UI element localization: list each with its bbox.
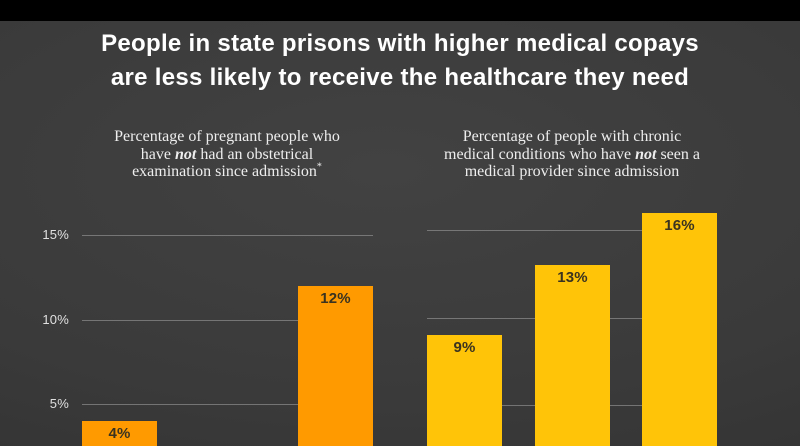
subtitle-text: seen a: [656, 145, 700, 163]
subtitle-text: Percentage of pregnant people who: [114, 128, 340, 145]
letterbox-top: [0, 0, 800, 21]
bar-value-label: 4%: [108, 425, 131, 442]
subtitle-emphasis: not: [175, 145, 197, 163]
bar-value-label: 13%: [557, 269, 588, 286]
y-axis-tick-label: 10%: [42, 312, 69, 327]
subtitle-text: medical provider since admission: [464, 163, 680, 180]
slide-title: People in state prisons with higher medi…: [0, 27, 800, 95]
chart-subtitle-line: have not had an obstetrical: [52, 146, 402, 164]
subtitle-text: had an obstetrical: [196, 145, 314, 163]
subtitle-emphasis: not: [635, 145, 657, 163]
bar: 16%: [642, 213, 717, 446]
footnote-asterisk: *: [316, 161, 322, 173]
gridline: [82, 235, 373, 236]
subtitle-text: have: [140, 145, 175, 163]
y-axis-tick-label: 15%: [42, 227, 69, 242]
chart-subtitle-line: medical conditions who have not seen a: [397, 146, 747, 164]
bar: 13%: [535, 265, 610, 446]
chart-subtitle-line: examination since admission*: [52, 161, 402, 181]
bar: 4%: [82, 421, 157, 446]
subtitle-text: Percentage of people with chronic: [462, 128, 682, 145]
subtitle-text: examination since admission: [132, 163, 317, 180]
chart-subtitle-line: medical provider since admission: [397, 163, 747, 181]
bar-value-label: 12%: [320, 290, 351, 307]
subtitle-text: medical conditions who have: [444, 145, 636, 163]
slide-title-line2: are less likely to receive the healthcar…: [110, 64, 690, 91]
bar: 9%: [427, 335, 502, 446]
bar-value-label: 9%: [453, 339, 476, 356]
slide-title-line1: People in state prisons with higher medi…: [101, 30, 699, 57]
y-axis-tick-label: 5%: [49, 396, 69, 411]
gridline: [427, 230, 717, 231]
chart-subtitle-line: Percentage of pregnant people who: [52, 128, 402, 146]
bar-value-label: 16%: [664, 217, 695, 234]
chart-subtitle: Percentage of pregnant people who have no…: [52, 128, 402, 181]
gridline: [82, 320, 373, 321]
chart-subtitle: Percentage of people with chronic medical…: [397, 128, 747, 181]
bar: 12%: [298, 286, 373, 446]
chart-subtitle-line: Percentage of people with chronic: [397, 128, 747, 146]
gridline: [82, 404, 373, 405]
